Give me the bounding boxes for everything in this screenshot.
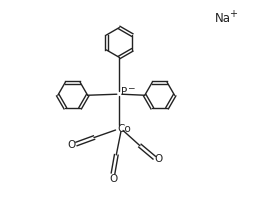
- Text: +: +: [229, 9, 237, 19]
- Text: O: O: [109, 174, 117, 184]
- Text: −: −: [127, 83, 134, 92]
- Text: O: O: [155, 153, 163, 163]
- Text: Na: Na: [214, 12, 230, 25]
- Text: P: P: [121, 86, 127, 96]
- Text: Co: Co: [118, 123, 131, 133]
- Text: O: O: [68, 139, 76, 149]
